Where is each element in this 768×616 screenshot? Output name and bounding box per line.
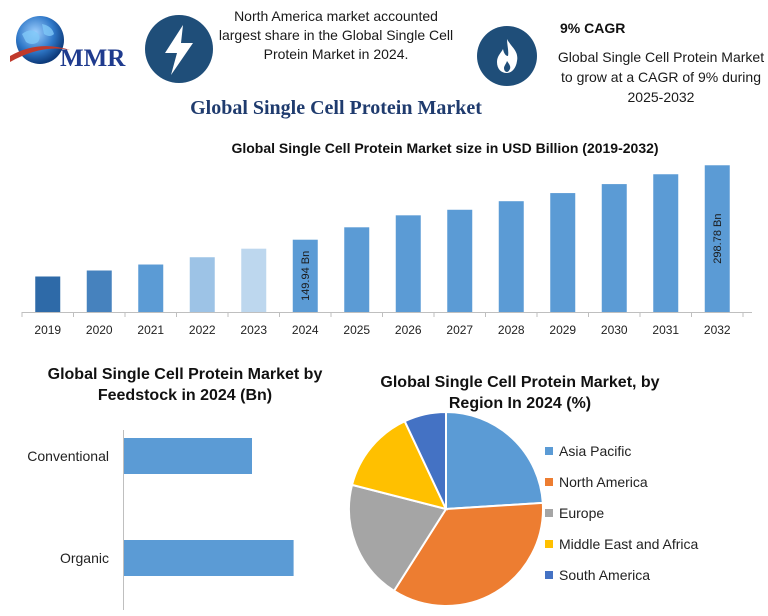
x-tick-label: 2022 [189, 323, 216, 337]
slice-south-america [403, 410, 447, 510]
fact1-text: North America market accounted largest s… [218, 8, 454, 62]
legend-item: Middle East and Africa [545, 528, 765, 559]
bar-2024 [292, 239, 318, 312]
globe-logo-icon: MMR [10, 16, 126, 72]
bar-2021 [138, 264, 164, 312]
bar-2027 [447, 209, 473, 312]
x-tick-label: 2023 [240, 323, 267, 337]
legend-swatch [545, 446, 553, 455]
fact2-heading: 9% CAGR [560, 20, 626, 36]
fact1-lightning-badge [143, 13, 215, 85]
data-label-2024: 149.94 Bn [300, 251, 312, 301]
bar-2031 [653, 174, 679, 312]
bar-chart-title: Global Single Cell Protein Market size i… [231, 140, 659, 156]
x-tick-label: 2026 [395, 323, 422, 337]
mmr-logo: MMR [8, 10, 138, 74]
data-label-2032: 298.78 Bn [712, 214, 724, 264]
slice-asia-pacific [445, 410, 544, 511]
x-tick-label: 2025 [343, 323, 370, 337]
bar-2023 [241, 248, 267, 312]
slice-middle-east-and-africa [350, 419, 448, 511]
pie-chart-title: Global Single Cell Protein Market, by Re… [380, 374, 660, 412]
x-tick-label: 2031 [652, 323, 679, 337]
market-size-bar-chart: 2019 2020 2021 2022 2023 2024 2025 2026 2027 2028… [21, 165, 752, 337]
legend-label: North America [559, 473, 648, 490]
page-title: Global Single Cell Protein Market [190, 97, 482, 119]
bar-2022 [189, 257, 215, 312]
x-tick-label: 2020 [86, 323, 113, 337]
legend-swatch [545, 570, 553, 579]
legend-swatch [545, 477, 553, 486]
legend-label: Europe [559, 504, 605, 521]
y-tick-label: Conventional [27, 448, 109, 464]
bar-2025 [344, 227, 370, 312]
legend-label: South America [559, 566, 651, 583]
legend-label: Asia Pacific [559, 442, 632, 459]
bar-2030 [601, 184, 627, 312]
bar-conventional [124, 438, 252, 474]
bar-2028 [498, 201, 524, 312]
logo-text: MMR [60, 45, 126, 72]
slice-north-america [392, 501, 544, 607]
bar-organic [124, 540, 294, 576]
x-tick-label: 2028 [498, 323, 525, 337]
legend-label: Middle East and Africa [559, 535, 699, 552]
fact2-flame-badge [471, 25, 543, 87]
region-pie-chart [348, 410, 544, 607]
feedstock-bar-chart: Conventional Organic [27, 430, 294, 610]
y-tick-label: Organic [60, 550, 109, 566]
bar-2029 [550, 193, 576, 312]
x-tick-label: 2019 [34, 323, 61, 337]
lightning-icon [145, 15, 213, 83]
slice-europe [348, 483, 448, 593]
legend-item: South America [545, 559, 765, 590]
legend-swatch [545, 508, 553, 517]
flame-icon [477, 26, 537, 86]
x-tick-label: 2029 [549, 323, 576, 337]
feedstock-chart-title: Global Single Cell Protein Market by Fee… [47, 366, 323, 404]
bar-2019 [35, 276, 61, 312]
x-tick-label: 2021 [137, 323, 164, 337]
legend-item: Europe [545, 497, 765, 528]
legend-item: Asia Pacific [545, 435, 765, 466]
bar-2032 [704, 165, 730, 312]
bar-2020 [86, 270, 112, 312]
bar-2026 [395, 215, 421, 312]
x-tick-label: 2030 [601, 323, 628, 337]
pie-legend: Asia Pacific North America Europe Middle Ea… [545, 435, 765, 590]
legend-swatch [545, 539, 553, 548]
x-tick-label: 2032 [704, 323, 731, 337]
x-tick-label: 2024 [292, 323, 319, 337]
legend-item: North America [545, 466, 765, 497]
fact2-text: Global Single Cell Protein Market to gro… [557, 49, 765, 105]
x-tick-label: 2027 [446, 323, 473, 337]
